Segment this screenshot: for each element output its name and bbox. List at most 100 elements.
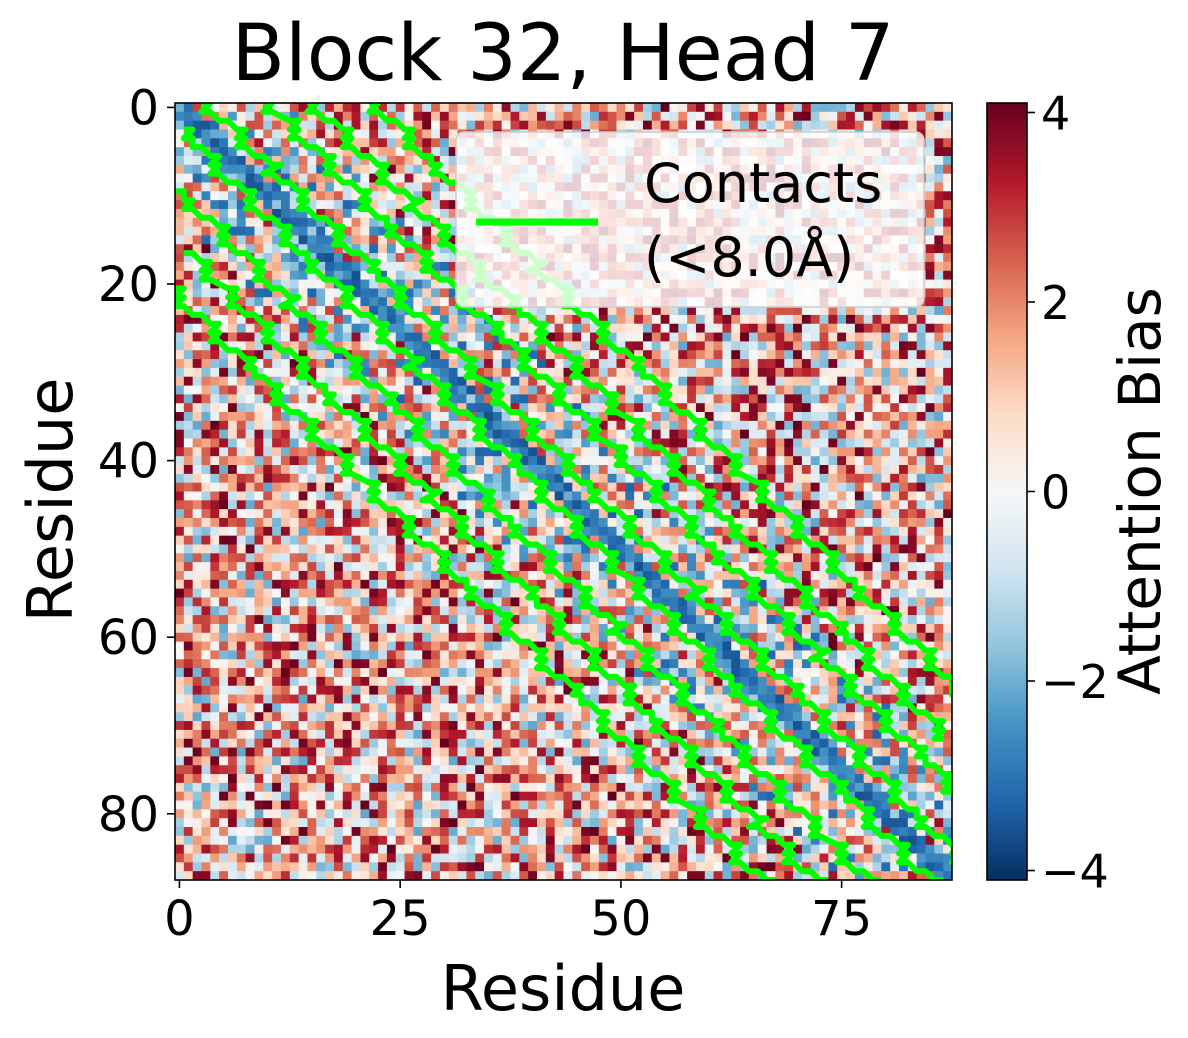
heatmap-cell (528, 500, 538, 510)
heatmap-cell (280, 562, 291, 572)
heatmap-cell (395, 553, 406, 563)
heatmap-cell (510, 420, 520, 431)
heatmap-cell (378, 473, 388, 484)
heatmap-cell (934, 164, 944, 175)
heatmap-cell (528, 509, 538, 519)
heatmap-cell (634, 332, 644, 342)
heatmap-cell (227, 103, 238, 113)
heatmap-cell (272, 235, 282, 245)
heatmap-cell (625, 367, 635, 378)
heatmap-cell (581, 509, 591, 519)
heatmap-cell (219, 244, 229, 254)
heatmap-cell (378, 570, 388, 581)
heatmap-cell (660, 465, 670, 475)
heatmap-cell (325, 509, 335, 519)
heatmap-cell (289, 200, 300, 210)
heatmap-cell (925, 465, 935, 475)
heatmap-cell (351, 111, 361, 122)
heatmap-cell (475, 456, 485, 466)
heatmap-cell (634, 509, 644, 519)
heatmap-cell (899, 314, 909, 325)
heatmap-cell (192, 191, 202, 201)
heatmap-cell (183, 570, 194, 581)
heatmap-cell (925, 500, 935, 510)
heatmap-cell (766, 570, 776, 581)
heatmap-cell (642, 350, 653, 360)
heatmap-cell (687, 491, 697, 501)
heatmap-cell (943, 235, 952, 245)
heatmap-cell (263, 509, 273, 519)
heatmap-cell (245, 279, 255, 289)
heatmap-cell (563, 429, 573, 440)
heatmap-cell (342, 553, 353, 563)
heatmap-cell (413, 332, 423, 342)
heatmap-cell (439, 270, 450, 281)
heatmap-cell (263, 147, 273, 157)
heatmap-cell (854, 482, 865, 492)
heatmap-cell (236, 385, 247, 395)
heatmap-cell (678, 570, 688, 581)
heatmap-cell (854, 412, 865, 422)
heatmap-cell (316, 500, 326, 510)
heatmap-cell (254, 217, 264, 228)
heatmap-cell (943, 588, 952, 598)
heatmap-cell (466, 456, 476, 466)
heatmap-cell (439, 438, 450, 448)
heatmap-cell (907, 473, 918, 484)
heatmap-cell (360, 111, 370, 122)
heatmap-cell (492, 429, 503, 440)
heatmap-cell (890, 359, 900, 369)
heatmap-cell (766, 367, 776, 378)
heatmap-cell (589, 553, 600, 563)
heatmap-cell (634, 562, 644, 572)
heatmap-cell (572, 420, 582, 431)
heatmap-cell (439, 509, 450, 519)
heatmap-cell (351, 447, 361, 457)
heatmap-cell (528, 306, 538, 316)
heatmap-cell (537, 526, 547, 537)
heatmap-cell (607, 385, 617, 395)
heatmap-cell (625, 482, 635, 492)
heatmap-cell (837, 103, 847, 113)
heatmap-cell (678, 465, 688, 475)
heatmap-cell (280, 191, 291, 201)
heatmap-cell (519, 491, 529, 501)
heatmap-cell (369, 570, 379, 581)
heatmap-cell (934, 306, 944, 316)
heatmap-cell (581, 323, 591, 334)
heatmap-cell (325, 279, 335, 289)
heatmap-cell (634, 482, 644, 492)
heatmap-cell (192, 526, 202, 537)
heatmap-cell (378, 208, 388, 219)
heatmap-cell (810, 588, 821, 598)
heatmap-cell (748, 509, 759, 519)
heatmap-cell (298, 588, 308, 598)
heatmap-cell (801, 570, 812, 581)
heatmap-cell (351, 314, 361, 325)
heatmap-cell (907, 359, 918, 369)
heatmap-cell (837, 509, 847, 519)
heatmap-cell (907, 350, 918, 360)
heatmap-cell (554, 103, 564, 113)
heatmap-cell (837, 438, 847, 448)
heatmap-cell (740, 367, 750, 378)
heatmap-cell (784, 562, 794, 572)
heatmap-cell (687, 314, 697, 325)
heatmap-cell (448, 447, 459, 457)
heatmap-cell (581, 385, 591, 395)
heatmap-cell (916, 553, 927, 563)
heatmap-cell (351, 341, 361, 351)
heatmap-cell (598, 420, 609, 431)
heatmap-cell (748, 394, 759, 404)
heatmap-cell (395, 367, 406, 378)
heatmap-cell (307, 164, 317, 175)
heatmap-cell (475, 473, 485, 484)
heatmap-cell (386, 191, 397, 201)
heatmap-cell (219, 270, 229, 281)
heatmap-cell (810, 359, 821, 369)
heatmap-cell (669, 385, 679, 395)
heatmap-cell (378, 350, 388, 360)
heatmap-cell (784, 403, 794, 413)
heatmap-cell (245, 155, 255, 166)
heatmap-cell (422, 270, 432, 281)
